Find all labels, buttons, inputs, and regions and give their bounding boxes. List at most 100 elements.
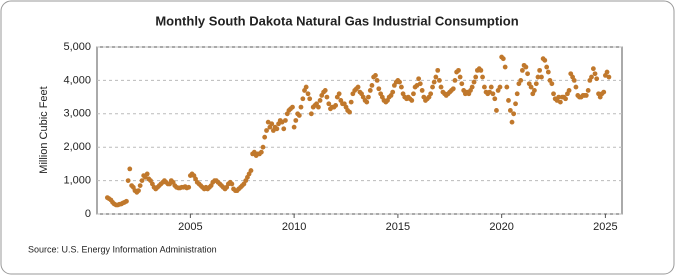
point: [585, 88, 591, 93]
point: [419, 88, 425, 93]
point: [293, 118, 299, 123]
point: [490, 91, 496, 97]
point: [542, 57, 548, 63]
plot-area: [96, 46, 623, 215]
point: [283, 118, 288, 123]
x-tick-label: 2025: [593, 221, 617, 233]
y-tick-label: 2,000: [63, 141, 91, 153]
point: [390, 89, 396, 95]
point: [457, 74, 463, 80]
point: [545, 69, 551, 75]
point: [494, 108, 499, 113]
point: [544, 64, 550, 70]
point: [430, 84, 435, 90]
point: [324, 94, 330, 100]
point: [260, 144, 266, 150]
point: [473, 74, 479, 80]
point: [566, 88, 572, 93]
point: [589, 74, 594, 80]
point: [364, 99, 370, 105]
point: [300, 96, 306, 102]
point: [347, 109, 352, 115]
point: [504, 84, 510, 90]
point: [497, 84, 503, 90]
point: [229, 181, 235, 187]
point: [144, 171, 150, 177]
point: [604, 69, 610, 75]
y-tick-label: 1,000: [63, 175, 91, 187]
point: [513, 101, 518, 107]
point: [518, 78, 524, 83]
point: [469, 84, 475, 90]
point: [137, 183, 143, 189]
point: [456, 67, 461, 73]
point: [264, 128, 269, 133]
point: [369, 83, 375, 88]
point: [269, 121, 275, 127]
point: [355, 84, 361, 90]
point: [594, 76, 600, 82]
point: [305, 91, 311, 97]
point: [590, 66, 596, 72]
y-tick-label: 4,000: [63, 74, 91, 86]
point: [291, 124, 297, 130]
point: [248, 168, 254, 173]
x-tick-label: 2010: [282, 221, 306, 233]
y-axis-label: Million Cubic Feet: [38, 86, 50, 173]
point: [500, 56, 506, 62]
point: [307, 96, 313, 102]
point: [592, 71, 598, 77]
point: [535, 74, 541, 80]
y-tick-label: 5,000: [63, 41, 91, 53]
point: [416, 76, 422, 82]
point: [428, 91, 434, 97]
point: [539, 74, 544, 80]
point: [452, 78, 458, 83]
point: [367, 88, 373, 93]
point: [509, 119, 515, 125]
chart-title: Monthly South Dakota Natural Gas Industr…: [155, 13, 518, 28]
x-tick-label: 2005: [178, 221, 202, 233]
point: [438, 84, 444, 90]
point: [409, 98, 415, 103]
point: [525, 71, 530, 77]
point: [606, 74, 612, 80]
point: [492, 96, 498, 102]
point: [298, 104, 304, 110]
point: [125, 178, 131, 184]
point: [411, 91, 416, 97]
x-tick-label: 2020: [489, 221, 513, 233]
point: [317, 98, 323, 103]
point: [348, 99, 354, 105]
point: [186, 184, 192, 190]
point: [471, 79, 477, 85]
point: [533, 81, 539, 87]
point: [281, 126, 287, 132]
point: [376, 86, 382, 92]
point: [537, 67, 543, 73]
point: [502, 64, 508, 70]
point: [274, 126, 280, 132]
point: [303, 84, 309, 90]
point: [557, 99, 563, 105]
point: [583, 93, 589, 98]
point: [601, 89, 607, 95]
point: [326, 101, 332, 107]
point: [506, 98, 511, 103]
point: [399, 84, 404, 90]
point: [136, 188, 141, 194]
point: [435, 67, 441, 73]
point: [139, 178, 145, 184]
point: [333, 103, 339, 108]
source: Source: U.S. Energy Information Administ…: [28, 244, 217, 254]
point: [511, 111, 517, 117]
point: [563, 96, 568, 102]
point: [507, 108, 513, 113]
point: [514, 91, 520, 97]
point: [322, 88, 328, 93]
point: [436, 78, 442, 83]
point: [308, 111, 314, 117]
y-tick-label: 0: [85, 208, 91, 220]
